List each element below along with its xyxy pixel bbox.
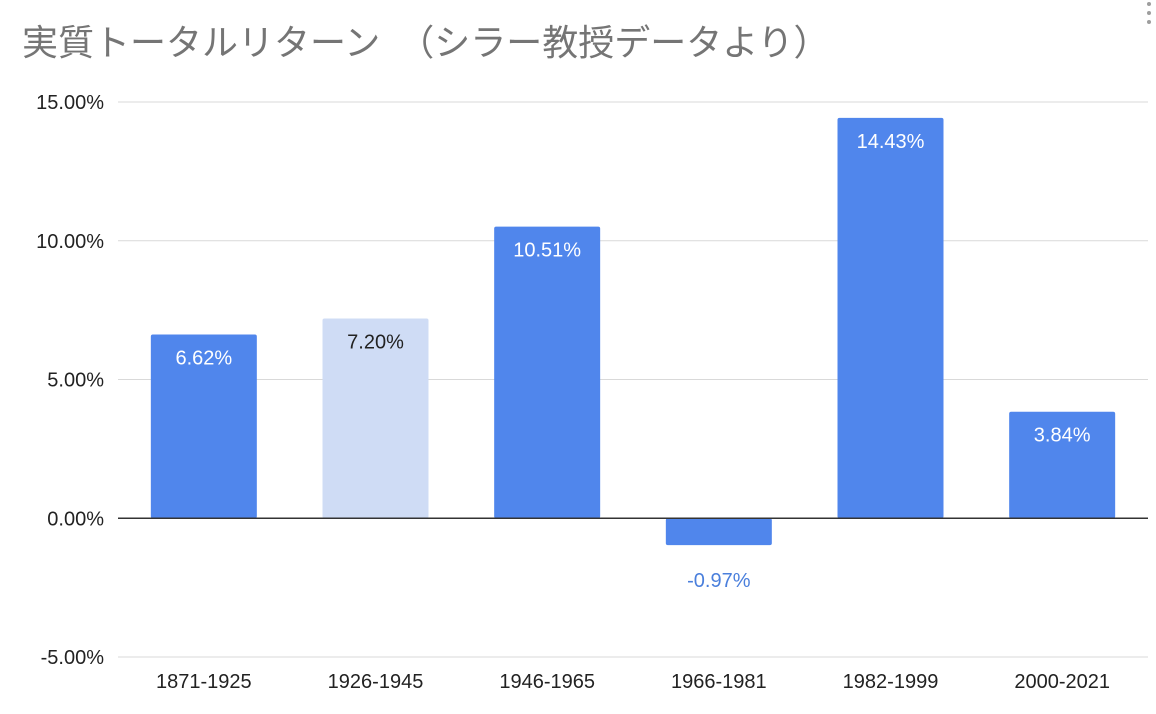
chart-title: 実質トータルリターン （シラー教授データより） [22,23,830,64]
x-tick-label: 1982-1999 [843,671,939,693]
y-tick-label: 5.00% [47,370,104,392]
bar [1009,411,1116,519]
bar [494,226,601,519]
x-tick-label: 1871-1925 [156,671,252,693]
bar [837,117,944,519]
data-label: -0.97% [687,570,751,592]
data-label: 6.62% [175,348,232,370]
data-label: 3.84% [1034,425,1091,447]
x-tick-label: 1926-1945 [328,671,424,693]
data-label: 7.20% [347,331,404,353]
bar [665,518,772,546]
y-tick-label: 10.00% [36,231,104,253]
y-tick-label: 0.00% [47,508,104,530]
x-tick-label: 2000-2021 [1014,671,1110,693]
data-label: 10.51% [513,240,581,262]
y-tick-label: 15.00% [36,92,104,114]
y-tick-label: -5.00% [41,647,105,669]
data-label: 14.43% [857,131,925,153]
x-tick-label: 1966-1981 [671,671,767,693]
bar [322,318,429,519]
bar [150,334,257,519]
vertical-dots-icon[interactable] [1147,2,1153,24]
x-tick-label: 1946-1965 [499,671,595,693]
